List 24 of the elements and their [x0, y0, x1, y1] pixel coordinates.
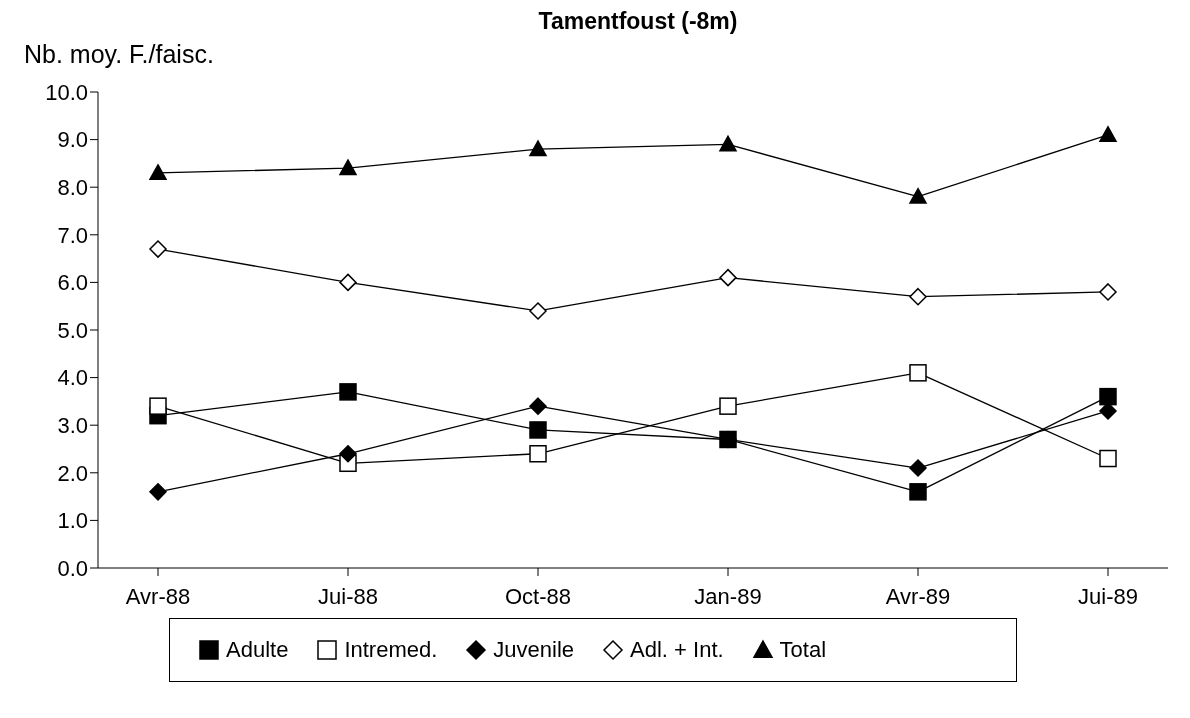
x-tick-label: Oct-88	[504, 583, 572, 609]
y-tick-label: 1.0	[57, 508, 88, 534]
y-tick-label: 0.0	[57, 555, 88, 581]
legend-label: Juvenile	[493, 637, 575, 663]
x-tick-label: Jan-89	[694, 583, 762, 609]
x-tick-label: Jui-88	[318, 583, 378, 609]
y-tick-label: 5.0	[57, 317, 88, 343]
legend-label: Intremed.	[344, 637, 438, 663]
legend-label: Adl. + Int.	[630, 637, 724, 663]
x-tick-label: Avr-89	[885, 583, 951, 609]
y-tick-label: 2.0	[57, 460, 88, 486]
y-tick-label: 4.0	[57, 365, 88, 391]
y-axis-title: Nb. moy. F./faisc.	[24, 40, 214, 69]
y-tick-label: 9.0	[57, 127, 88, 153]
legend-label: Total	[779, 637, 827, 663]
y-tick-label: 8.0	[57, 175, 88, 201]
x-tick-label: Avr-88	[125, 583, 191, 609]
y-tick-label: 6.0	[57, 270, 88, 296]
y-tick-label: 10.0	[45, 79, 88, 105]
y-tick-label: 3.0	[57, 413, 88, 439]
x-tick-label: Jui-89	[1078, 583, 1138, 609]
legend-label: Adulte	[226, 637, 289, 663]
y-tick-label: 7.0	[57, 222, 88, 248]
chart-title: Tamentfoust (-8m)	[537, 8, 739, 35]
